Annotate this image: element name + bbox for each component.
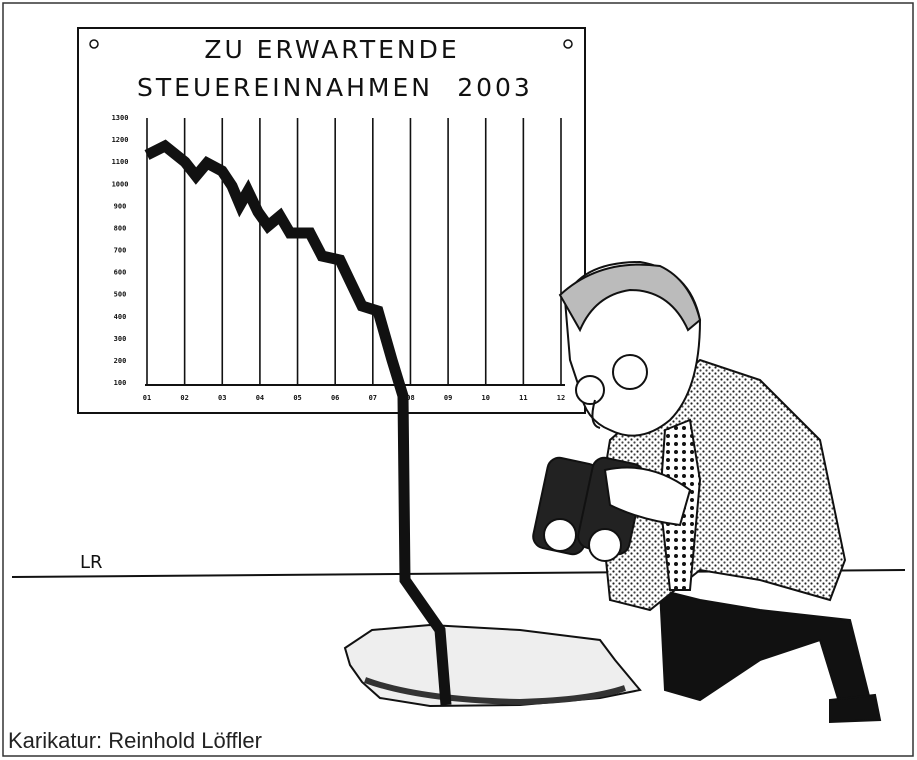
y-tick-label: 400 (114, 313, 127, 321)
x-tick-label: 11 (519, 394, 527, 402)
y-tick-label: 600 (114, 269, 127, 277)
shoe (830, 695, 880, 722)
glasses (576, 376, 604, 404)
board-title: ZU ERWARTENDE (204, 35, 459, 64)
signature: LR (80, 552, 103, 573)
x-tick-label: 03 (218, 394, 226, 402)
x-tick-label: 07 (369, 394, 377, 402)
board-year: 2003 (457, 73, 533, 102)
x-tick-label: 02 (180, 394, 188, 402)
y-tick-label: 100 (114, 379, 127, 387)
y-tick-label: 1000 (112, 180, 129, 188)
x-tick-label: 09 (444, 394, 452, 402)
y-tick-label: 1100 (112, 158, 129, 166)
x-tick-label: 12 (557, 394, 565, 402)
y-tick-label: 700 (114, 247, 127, 255)
x-tick-label: 05 (293, 394, 301, 402)
glasses (613, 355, 647, 389)
y-tick-label: 1200 (112, 136, 129, 144)
y-tick-label: 200 (114, 357, 127, 365)
lens (544, 519, 576, 551)
y-tick-label: 300 (114, 335, 127, 343)
x-tick-label: 01 (143, 394, 151, 402)
board-title: STEUEREINNAHMEN (137, 73, 433, 102)
lens (589, 529, 621, 561)
y-tick-label: 900 (114, 202, 127, 210)
y-tick-label: 1300 (112, 114, 129, 122)
caption: Karikatur: Reinhold Löffler (8, 728, 262, 753)
x-tick-label: 10 (482, 394, 490, 402)
x-tick-label: 04 (256, 394, 264, 402)
y-tick-label: 800 (114, 224, 127, 232)
cartoon: ZU ERWARTENDE STEUEREINNAHMEN 2003 01 02 0… (0, 0, 917, 760)
x-tick-label: 06 (331, 394, 339, 402)
y-tick-label: 500 (114, 291, 127, 299)
